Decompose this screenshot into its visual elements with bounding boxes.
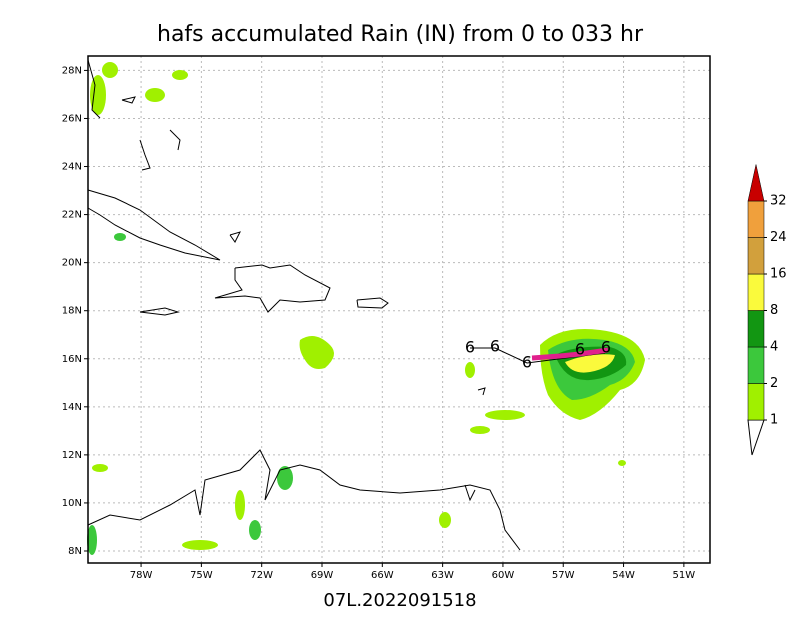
colorbar-label: 16 [770, 267, 787, 282]
storm-symbol: 6 [601, 338, 611, 357]
colorbar-box [747, 310, 765, 348]
colorbar-label: 32 [770, 194, 787, 209]
rain-area [87, 525, 97, 555]
coastline [87, 189, 221, 261]
rain-area [172, 70, 188, 80]
coastline [121, 96, 136, 104]
colorbar-label: 8 [770, 303, 778, 318]
colorbar-label: 2 [770, 376, 778, 391]
y-tick-label: 22N [62, 210, 82, 221]
colorbar-box [747, 383, 765, 421]
coastline [139, 139, 151, 171]
colorbar-box [747, 273, 765, 311]
coastline [139, 307, 180, 316]
y-tick-label: 10N [62, 498, 82, 509]
y-tick-label: 16N [62, 354, 82, 365]
y-tick-label: 26N [62, 113, 82, 124]
rain-area [277, 466, 293, 490]
storm-symbol: 6 [490, 337, 500, 356]
colorbar-label: 1 [770, 413, 778, 428]
title: hafs accumulated Rain (IN) from 0 to 033… [157, 22, 644, 47]
x-tick-label: 66W [371, 570, 394, 581]
coastline [87, 449, 521, 551]
rain-area [618, 460, 626, 466]
y-tick-label: 8N [68, 546, 82, 557]
y-tick-label: 14N [62, 402, 82, 413]
colorbar-box [747, 237, 765, 275]
colorbar-box [747, 346, 765, 384]
rain-area [235, 490, 245, 520]
track-line [470, 347, 606, 364]
y-tick-label: 18N [62, 306, 82, 317]
rain-area [439, 512, 451, 528]
coastlines [87, 59, 521, 551]
grid [88, 56, 710, 563]
rain-area [485, 410, 525, 420]
track-highlight [531, 347, 609, 361]
storm-symbol: 6 [522, 353, 532, 372]
coastline [229, 231, 241, 243]
x-tick-label: 51W [673, 570, 696, 581]
x-tick-label: 78W [130, 570, 153, 581]
coastline [464, 484, 476, 502]
map-frame [87, 55, 711, 564]
y-tick-label: 28N [62, 65, 82, 76]
x-tick-label: 57W [552, 570, 575, 581]
colorbar-end [747, 419, 765, 456]
coastline [87, 59, 101, 119]
rain-area [465, 362, 475, 378]
rain-field [87, 62, 645, 555]
coastline [169, 129, 181, 151]
colorbar-label: 24 [770, 230, 787, 245]
rain-area [102, 62, 118, 78]
y-tick-label: 20N [62, 258, 82, 269]
x-tick-label: 69W [311, 570, 334, 581]
rain-area [92, 464, 108, 472]
rain-area [565, 354, 615, 373]
rain-area [470, 426, 490, 434]
rain-area [114, 233, 126, 241]
coastline [214, 264, 331, 313]
x-tick-label: 60W [492, 570, 515, 581]
x-tick-label: 63W [431, 570, 454, 581]
storm-symbol: 6 [465, 338, 475, 357]
rain-area [145, 88, 165, 102]
x-tick-label: 72W [250, 570, 273, 581]
colorbar-top [747, 164, 765, 202]
storm-track: 6 6 6 6 6 [465, 337, 611, 372]
footer-label: 07L.2022091518 [323, 590, 476, 611]
coastline [356, 297, 389, 309]
rain-area [182, 540, 218, 550]
x-tick-label: 54W [612, 570, 635, 581]
storm-symbol: 6 [575, 340, 585, 359]
rain-area [299, 336, 334, 369]
rain-area [249, 520, 261, 540]
y-tick-label: 24N [62, 162, 82, 173]
x-tick-label: 75W [190, 570, 213, 581]
colorbar-label: 4 [770, 340, 778, 355]
colorbar-box [747, 200, 765, 238]
coastline [477, 387, 486, 396]
y-tick-label: 12N [62, 450, 82, 461]
rain-area [90, 75, 106, 115]
